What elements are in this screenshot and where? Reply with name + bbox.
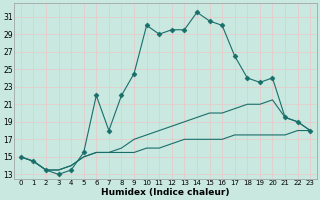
X-axis label: Humidex (Indice chaleur): Humidex (Indice chaleur) [101, 188, 230, 197]
